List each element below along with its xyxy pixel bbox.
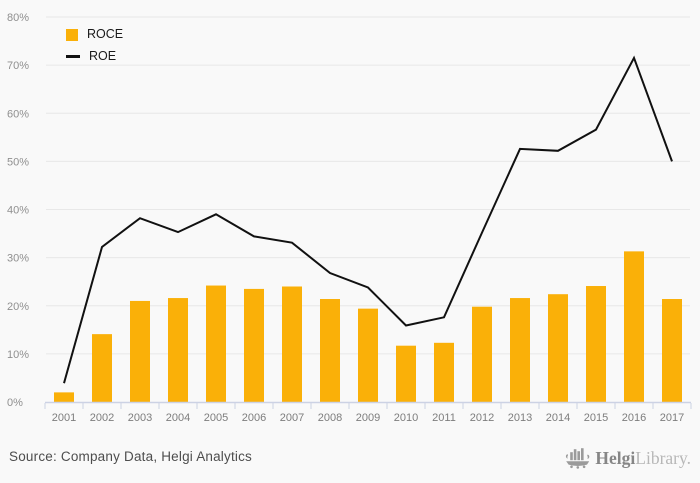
svg-text:2017: 2017 — [660, 412, 684, 424]
svg-text:2011: 2011 — [432, 412, 456, 424]
logo-text-library: Library. — [635, 448, 691, 468]
svg-text:2009: 2009 — [356, 412, 380, 424]
svg-text:10%: 10% — [7, 349, 29, 361]
svg-text:2013: 2013 — [508, 412, 532, 424]
svg-text:2008: 2008 — [318, 412, 342, 424]
svg-text:2006: 2006 — [242, 412, 266, 424]
svg-text:2001: 2001 — [52, 412, 76, 424]
chart-footer: Source: Company Data, Helgi Analytics He… — [0, 438, 700, 483]
legend-label-roce: ROCE — [87, 27, 124, 41]
helgi-ship-icon — [566, 448, 590, 469]
svg-text:2003: 2003 — [128, 412, 152, 424]
svg-text:50%: 50% — [7, 156, 29, 168]
legend-item-roce: ROCE — [66, 28, 123, 41]
roe-line-swatch-icon — [66, 55, 80, 58]
svg-text:2014: 2014 — [546, 412, 570, 424]
helgi-library-logo: HelgiLibrary. — [565, 446, 691, 470]
svg-text:0%: 0% — [7, 397, 23, 409]
legend-label-roe: ROE — [89, 49, 117, 63]
svg-text:80%: 80% — [7, 12, 29, 24]
svg-text:30%: 30% — [7, 253, 29, 265]
chart-legend: ROCE ROE — [66, 28, 123, 63]
svg-text:2010: 2010 — [394, 412, 418, 424]
svg-text:40%: 40% — [7, 205, 29, 217]
svg-text:2007: 2007 — [280, 412, 304, 424]
svg-text:2004: 2004 — [166, 412, 190, 424]
svg-text:2016: 2016 — [622, 412, 646, 424]
svg-text:2015: 2015 — [584, 412, 608, 424]
svg-text:70%: 70% — [7, 60, 29, 72]
svg-text:20%: 20% — [7, 301, 29, 313]
roce-bar-swatch-icon — [66, 28, 78, 41]
legend-item-roe: ROE — [66, 50, 123, 63]
source-caption: Source: Company Data, Helgi Analytics — [9, 449, 253, 464]
svg-text:2012: 2012 — [470, 412, 494, 424]
svg-text:60%: 60% — [7, 108, 29, 120]
svg-text:2002: 2002 — [90, 412, 114, 424]
roce-roe-combo-chart: 0% 10% 20% 30% 40% 50% 60% 70% 80% 2001 2002 2003 20… — [7, 12, 692, 424]
svg-text:2005: 2005 — [204, 412, 228, 424]
logo-text-helgi: Helgi — [595, 448, 636, 468]
